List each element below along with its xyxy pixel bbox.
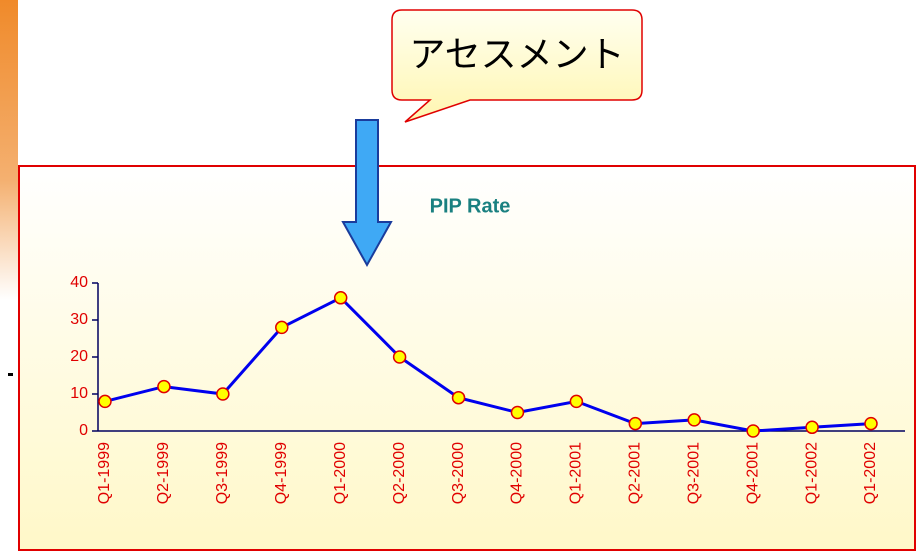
marker <box>392 350 407 364</box>
y-tick-label: 30 <box>70 311 88 328</box>
marker <box>746 424 760 438</box>
y-tick-label: 10 <box>70 385 88 402</box>
plot: 0 10 20 30 40 Q1-1999 Q2-1999 Q3-1999 Q4-1999 Q1-… <box>70 274 905 504</box>
marker <box>805 420 819 435</box>
x-tick-label: Q3-1999 <box>214 442 231 504</box>
y-tick-label: 0 <box>79 422 88 439</box>
marker <box>451 390 466 405</box>
x-tick-label: Q2-2000 <box>391 442 408 504</box>
x-tick-label: Q4-2000 <box>509 442 526 504</box>
marker <box>157 379 171 394</box>
chart-title: PIP Rate <box>430 195 511 217</box>
x-tick-label: Q2-1999 <box>155 442 172 504</box>
x-tick-label: Q3-2000 <box>450 442 467 504</box>
marker <box>333 291 348 305</box>
dash <box>8 373 13 376</box>
marker <box>510 405 525 420</box>
marker <box>628 416 643 431</box>
marker <box>864 416 878 431</box>
x-tick-label: Q4-2001 <box>744 442 761 504</box>
marker <box>216 387 230 401</box>
down-arrow <box>341 119 393 268</box>
y-tick-label: 40 <box>70 274 88 291</box>
x-tick-label: Q4-1999 <box>273 442 290 504</box>
series-line <box>104 295 872 433</box>
marker <box>687 413 701 427</box>
x-tick-label: Q1-2002 <box>803 442 820 504</box>
x-tick-label: Q1-2000 <box>332 442 349 504</box>
y-tick-label: 20 <box>70 348 88 365</box>
x-tick-label: Q2-2001 <box>627 442 644 504</box>
x-tick-label: Q1-2001 <box>568 442 585 504</box>
callout-text: アセスメント <box>409 34 624 75</box>
marker <box>98 394 112 409</box>
callout-bubble <box>391 9 643 123</box>
marker <box>569 394 584 409</box>
side-bar <box>0 0 18 300</box>
x-tick-label: Q1-1999 <box>96 442 113 504</box>
x-tick-label: Q3-2001 <box>685 442 702 504</box>
x-tick-label: Q1-2002 <box>862 442 879 504</box>
marker <box>275 320 289 335</box>
chart-frame <box>18 165 916 551</box>
